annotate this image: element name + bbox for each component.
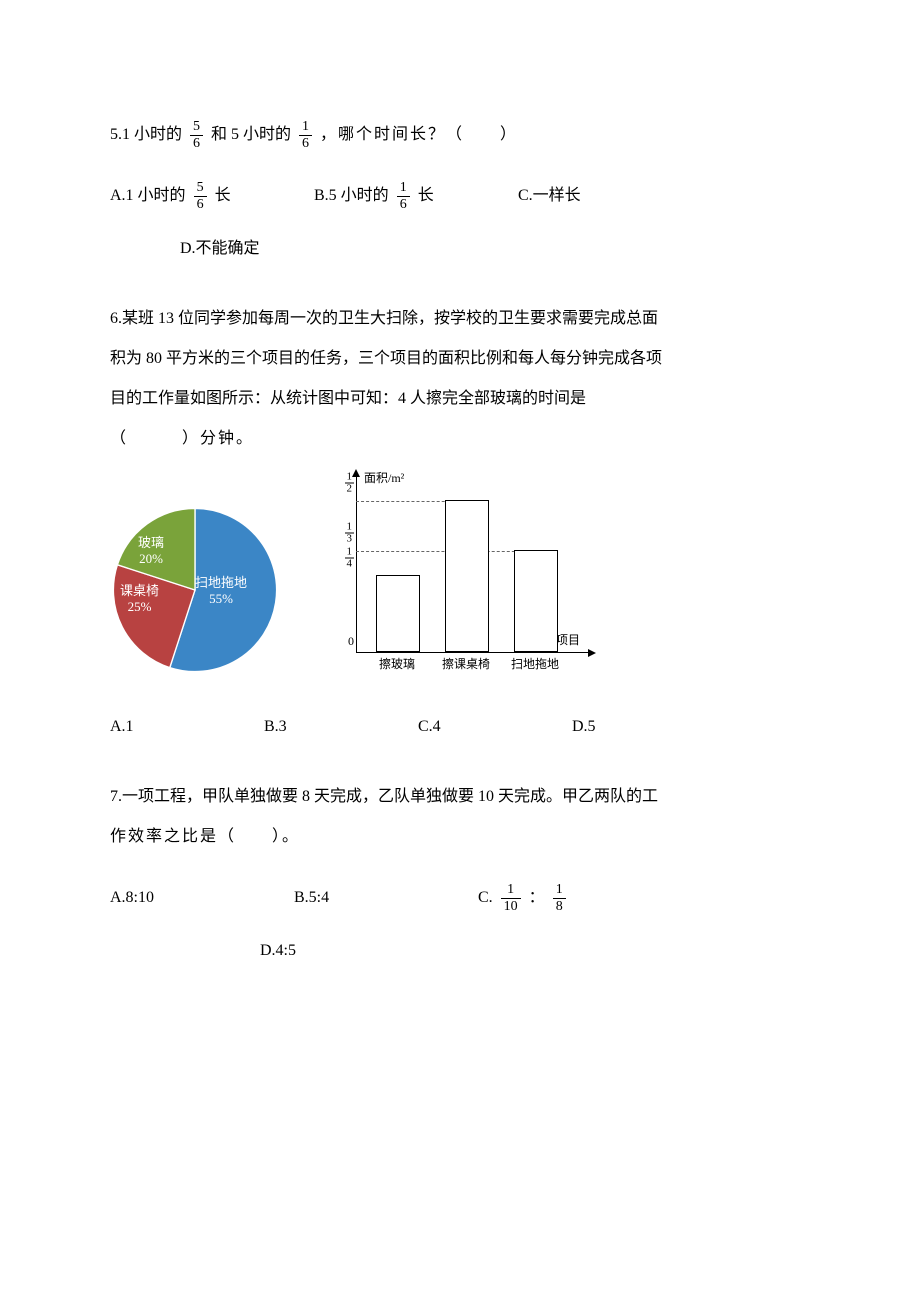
q5-stem: 5.1 小时的 5 6 和 5 小时的 1 6 ，哪个时间长？（ ）	[110, 120, 810, 151]
q7-option-a[interactable]: A.8:10	[110, 886, 290, 910]
bar-label: 擦玻璃	[362, 655, 432, 673]
frac-den: 8	[553, 899, 566, 914]
frac-den: 6	[190, 136, 203, 151]
bar-label: 擦课桌椅	[431, 655, 501, 673]
pie-chart: 扫地拖地55% 课桌椅25% 玻璃20%	[110, 505, 280, 675]
bar-chart: 面积/m² 项目 121314 擦玻璃擦课桌椅扫地拖地 0	[310, 475, 600, 675]
x-axis-title: 项目	[556, 631, 580, 649]
question-5: 5.1 小时的 5 6 和 5 小时的 1 6 ，哪个时间长？（ ） A.1 小…	[110, 120, 810, 261]
x-arrow-icon	[588, 649, 596, 657]
q5-text-mid2: ，哪个时间长？（ ）	[320, 126, 518, 143]
q7-option-b[interactable]: B.5:4	[294, 886, 474, 910]
frac-num: 5	[194, 181, 207, 197]
q6-options-row: A.1 B.3 C.4 D.5	[110, 715, 810, 739]
frac-num: 1	[397, 181, 410, 197]
bar	[376, 575, 420, 652]
y-axis-title: 面积/m²	[364, 469, 404, 487]
ytick: 12	[310, 472, 354, 497]
frac-den: 10	[501, 899, 521, 914]
q5-option-a[interactable]: A.1 小时的 5 6 长	[110, 181, 310, 212]
q6-line1: 6.某班 13 位同学参加每周一次的卫生大扫除，按学校的卫生要求需要完成总面	[110, 303, 810, 335]
q6-option-a[interactable]: A.1	[110, 715, 260, 739]
q5-option-b[interactable]: B.5 小时的 1 6 长	[314, 181, 514, 212]
fraction-5-6: 5 6	[190, 120, 203, 151]
pie-label: 扫地拖地55%	[195, 575, 247, 606]
q7-option-c[interactable]: C. 1 10 ： 1 8	[478, 883, 570, 914]
q6-option-c[interactable]: C.4	[418, 715, 568, 739]
bar	[514, 550, 558, 652]
q6-line3: 目的工作量如图所示：从统计图中可知：4 人擦完全部玻璃的时间是	[110, 383, 810, 415]
opt-b-pre: B.5 小时的	[314, 187, 389, 204]
pie-label: 玻璃20%	[138, 535, 164, 566]
opt-a-post: 长	[215, 187, 231, 204]
ytick: 13	[310, 522, 354, 547]
frac-den: 6	[397, 197, 410, 212]
frac-num: 1	[299, 120, 312, 136]
x-axis	[356, 652, 590, 653]
q7-line2: 作效率之比是（ ）。	[110, 821, 810, 853]
q5-option-d[interactable]: D.不能确定	[180, 237, 810, 261]
q7-line1: 7.一项工程，甲队单独做要 8 天完成，乙队单独做要 10 天完成。甲乙两队的工	[110, 781, 810, 813]
q6-line2: 积为 80 平方米的三个项目的任务，三个项目的面积比例和每人每分钟完成各项	[110, 343, 810, 375]
opt-b-post: 长	[418, 187, 434, 204]
fraction-5-6-a: 5 6	[194, 181, 207, 212]
q6-charts: 扫地拖地55%课桌椅25%玻璃20% 面积/m² 项目 121314 擦玻璃擦课…	[110, 475, 810, 675]
q5-text-pre: 5.1 小时的	[110, 126, 182, 143]
bar-label: 扫地拖地	[500, 655, 570, 673]
frac-num: 1	[501, 883, 521, 899]
fraction-1-6-b: 1 6	[397, 181, 410, 212]
q5-text-mid1: 和 5 小时的	[211, 126, 291, 143]
pie-label: 课桌椅25%	[120, 583, 159, 614]
q7-options-row: A.8:10 B.5:4 C. 1 10 ： 1 8 D.4:5	[110, 883, 810, 963]
fraction-1-10: 1 10	[501, 883, 521, 914]
fraction-1-8: 1 8	[553, 883, 566, 914]
frac-den: 6	[194, 197, 207, 212]
opt-a-pre: A.1 小时的	[110, 187, 186, 204]
q6-option-d[interactable]: D.5	[572, 715, 596, 739]
q7-option-d[interactable]: D.4:5	[260, 939, 810, 963]
q5-options-row: A.1 小时的 5 6 长 B.5 小时的 1 6 长 C.一样长 D.不能确定	[110, 181, 810, 261]
frac-den: 6	[299, 136, 312, 151]
question-7: 7.一项工程，甲队单独做要 8 天完成，乙队单独做要 10 天完成。甲乙两队的工…	[110, 781, 810, 963]
frac-num: 1	[553, 883, 566, 899]
opt-c-pre: C.	[478, 889, 493, 906]
question-6: 6.某班 13 位同学参加每周一次的卫生大扫除，按学校的卫生要求需要完成总面 积…	[110, 303, 810, 739]
bar	[445, 500, 489, 652]
ytick: 14	[310, 547, 354, 572]
q5-option-c[interactable]: C.一样长	[518, 184, 581, 208]
ytick-zero: 0	[310, 632, 354, 650]
frac-num: 5	[190, 120, 203, 136]
fraction-1-6: 1 6	[299, 120, 312, 151]
q6-option-b[interactable]: B.3	[264, 715, 414, 739]
q6-line4: （ ）分钟。	[110, 423, 810, 455]
opt-c-colon: ：	[529, 889, 545, 906]
